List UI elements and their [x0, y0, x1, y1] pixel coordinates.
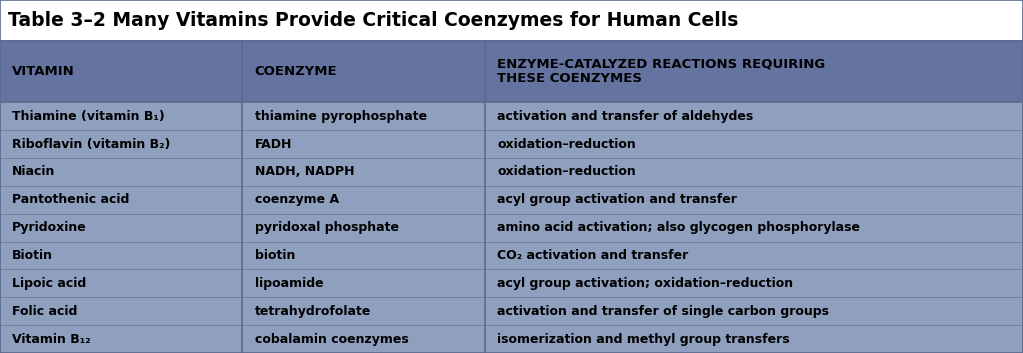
- Text: activation and transfer of single carbon groups: activation and transfer of single carbon…: [497, 305, 830, 318]
- Text: tetrahydrofolate: tetrahydrofolate: [255, 305, 371, 318]
- Text: pyridoxal phosphate: pyridoxal phosphate: [255, 221, 399, 234]
- Text: Thiamine (vitamin B₁): Thiamine (vitamin B₁): [12, 110, 165, 123]
- Text: biotin: biotin: [255, 249, 295, 262]
- Text: activation and transfer of aldehydes: activation and transfer of aldehydes: [497, 110, 753, 123]
- Text: FADH: FADH: [255, 138, 293, 151]
- Text: coenzyme A: coenzyme A: [255, 193, 339, 207]
- Text: Niacin: Niacin: [12, 166, 55, 179]
- Text: CO₂ activation and transfer: CO₂ activation and transfer: [497, 249, 688, 262]
- Text: thiamine pyrophosphate: thiamine pyrophosphate: [255, 110, 427, 123]
- Bar: [0, 0, 1023, 41]
- Bar: [0, 102, 1023, 353]
- Text: Pantothenic acid: Pantothenic acid: [12, 193, 130, 207]
- Text: Riboflavin (vitamin B₂): Riboflavin (vitamin B₂): [12, 138, 171, 151]
- Text: isomerization and methyl group transfers: isomerization and methyl group transfers: [497, 333, 790, 346]
- Text: acyl group activation and transfer: acyl group activation and transfer: [497, 193, 737, 207]
- Text: Pyridoxine: Pyridoxine: [12, 221, 87, 234]
- Bar: [0, 41, 1023, 102]
- Text: Table 3–2 Many Vitamins Provide Critical Coenzymes for Human Cells: Table 3–2 Many Vitamins Provide Critical…: [8, 11, 739, 30]
- Text: Vitamin B₁₂: Vitamin B₁₂: [12, 333, 91, 346]
- Text: COENZYME: COENZYME: [255, 65, 338, 78]
- Text: oxidation–reduction: oxidation–reduction: [497, 166, 636, 179]
- Text: VITAMIN: VITAMIN: [12, 65, 75, 78]
- Text: oxidation–reduction: oxidation–reduction: [497, 138, 636, 151]
- Text: Folic acid: Folic acid: [12, 305, 78, 318]
- Text: acyl group activation; oxidation–reduction: acyl group activation; oxidation–reducti…: [497, 277, 793, 290]
- Text: lipoamide: lipoamide: [255, 277, 323, 290]
- Text: Biotin: Biotin: [12, 249, 53, 262]
- Text: cobalamin coenzymes: cobalamin coenzymes: [255, 333, 408, 346]
- Text: ENZYME-CATALYZED REACTIONS REQUIRING
THESE COENZYMES: ENZYME-CATALYZED REACTIONS REQUIRING THE…: [497, 58, 826, 85]
- Text: NADH, NADPH: NADH, NADPH: [255, 166, 354, 179]
- Text: Lipoic acid: Lipoic acid: [12, 277, 87, 290]
- Text: amino acid activation; also glycogen phosphorylase: amino acid activation; also glycogen pho…: [497, 221, 860, 234]
